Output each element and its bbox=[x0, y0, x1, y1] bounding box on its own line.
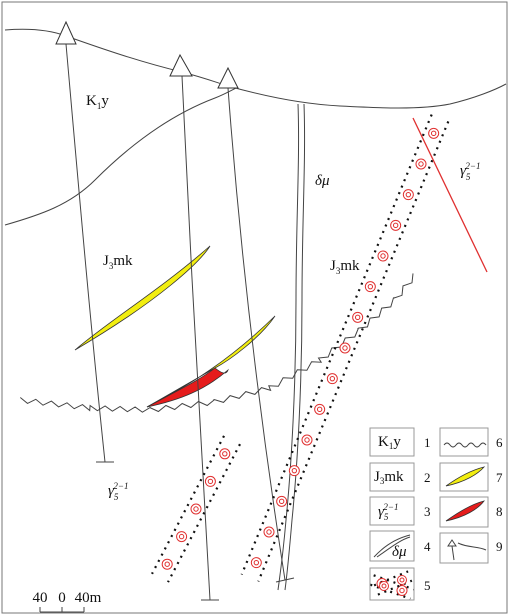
shape bbox=[391, 220, 401, 230]
shape bbox=[416, 159, 426, 169]
cross-section: K1y J3mk J3mk δμ γ52−1 γ52−1 40 0 40m K1… bbox=[0, 0, 509, 616]
shape bbox=[228, 88, 294, 582]
label-granite: γ52−1 bbox=[108, 481, 129, 502]
label-dike: δμ bbox=[315, 173, 330, 189]
shape bbox=[380, 582, 389, 591]
shape bbox=[340, 343, 350, 353]
scale-label: 40 bbox=[33, 590, 48, 606]
label-j3mk: J3mk bbox=[330, 258, 360, 276]
text-part: 5 bbox=[114, 492, 119, 502]
ore-lens-rich bbox=[147, 368, 228, 407]
shape bbox=[429, 128, 439, 138]
topography bbox=[5, 29, 506, 108]
legend-number: 2 bbox=[424, 470, 431, 485]
shape bbox=[365, 282, 375, 292]
shape bbox=[444, 443, 486, 447]
shape bbox=[398, 576, 407, 585]
text-part: K bbox=[86, 93, 97, 109]
legend: K1y 1 J3mk 2 γ52−1 3 δμ 4 5 6 7 8 9 bbox=[370, 428, 503, 600]
shape bbox=[177, 532, 187, 542]
shape bbox=[378, 251, 388, 261]
shape bbox=[264, 527, 274, 537]
shape bbox=[446, 501, 484, 521]
shape bbox=[327, 374, 337, 384]
legend-symbol: δμ bbox=[392, 544, 407, 560]
label-granite: γ52−1 bbox=[460, 161, 481, 182]
shape bbox=[220, 449, 230, 459]
text-part: mk bbox=[340, 258, 360, 274]
shape bbox=[40, 607, 84, 612]
dike bbox=[285, 104, 305, 590]
drill-heads bbox=[56, 22, 238, 88]
text-part: 2−1 bbox=[113, 481, 128, 491]
unconformity bbox=[20, 273, 413, 412]
shape bbox=[191, 504, 201, 514]
shape bbox=[152, 436, 224, 574]
legend-number: 5 bbox=[424, 578, 431, 593]
frame bbox=[2, 2, 507, 613]
shape bbox=[289, 466, 299, 476]
shape bbox=[277, 496, 287, 506]
legend-number: 6 bbox=[496, 435, 503, 450]
scale-label: 0 bbox=[58, 590, 66, 606]
legend-number: 1 bbox=[424, 435, 431, 450]
text-part: K bbox=[378, 434, 389, 450]
text-part: 5 bbox=[466, 172, 471, 182]
shape bbox=[162, 559, 172, 569]
shape bbox=[251, 558, 261, 568]
fault bbox=[413, 118, 487, 272]
shape bbox=[205, 476, 215, 486]
shape bbox=[242, 115, 432, 575]
legend-symbol: K1y bbox=[378, 434, 401, 451]
text-part: 5 bbox=[384, 512, 389, 522]
shape bbox=[440, 428, 488, 456]
shape bbox=[218, 68, 238, 88]
shape bbox=[56, 22, 76, 44]
shape bbox=[315, 404, 325, 414]
label-j3mk: J3mk bbox=[103, 253, 133, 271]
text-part: y bbox=[101, 93, 109, 109]
text-part: mk bbox=[384, 469, 404, 485]
legend-symbol: γ52−1 bbox=[378, 502, 399, 522]
shape bbox=[403, 190, 413, 200]
label-k1y: K1y bbox=[86, 93, 109, 111]
legend-number: 3 bbox=[424, 504, 431, 519]
shape bbox=[302, 435, 312, 445]
text-part: y bbox=[393, 434, 401, 450]
text-part: 2−1 bbox=[383, 502, 398, 512]
shape bbox=[353, 312, 363, 322]
shape bbox=[446, 467, 484, 486]
shape bbox=[448, 540, 486, 560]
shape bbox=[182, 76, 219, 600]
text-part: 2−1 bbox=[465, 161, 480, 171]
legend-number: 9 bbox=[496, 539, 503, 554]
ore-lens bbox=[75, 246, 210, 350]
shape bbox=[170, 55, 192, 76]
text-part: mk bbox=[113, 253, 133, 269]
dike bbox=[278, 104, 299, 590]
scale-label: 40m bbox=[75, 590, 102, 606]
scale-bar: 40 0 40m bbox=[33, 590, 102, 612]
drill-holes bbox=[66, 44, 294, 600]
legend-number: 4 bbox=[424, 539, 431, 554]
legend-number: 7 bbox=[496, 470, 503, 485]
legend-number: 8 bbox=[496, 504, 503, 519]
shape bbox=[168, 444, 240, 582]
legend-symbol: J3mk bbox=[374, 469, 404, 486]
formation-boundary bbox=[5, 87, 238, 225]
